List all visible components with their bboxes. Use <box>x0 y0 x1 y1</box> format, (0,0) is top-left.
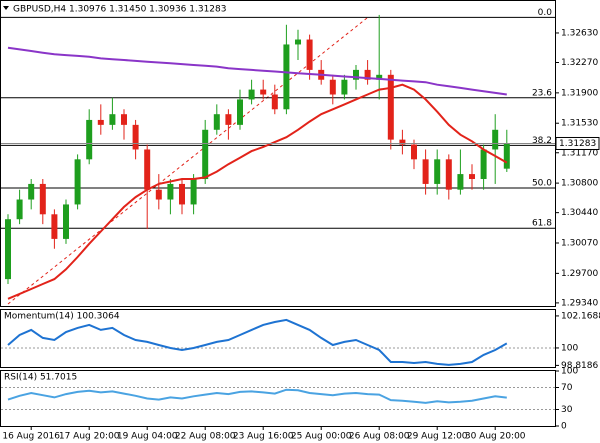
candle-body <box>295 39 301 45</box>
y-tick-label: 1.32270 <box>561 58 598 68</box>
candle-body <box>376 74 383 80</box>
candle-body <box>399 139 406 145</box>
candle-body <box>86 119 93 160</box>
x-tick-label: 17 Aug 20:00 <box>59 432 120 442</box>
candle-body <box>480 149 487 180</box>
candle-body <box>411 144 417 160</box>
candle-body <box>155 189 162 200</box>
y-tick-label: 98.8186 <box>561 361 598 371</box>
candle-body <box>306 39 313 70</box>
y-tick-label: 0 <box>561 422 567 432</box>
candle-body <box>329 79 336 95</box>
candle-body <box>39 183 46 215</box>
y-tick-label: 102.1688 <box>561 311 600 321</box>
candle-body <box>457 174 464 190</box>
y-tick-label: 30 <box>561 405 573 415</box>
y-tick-label: 1.31170 <box>561 148 598 158</box>
menu-arrow <box>3 6 9 10</box>
candle-body <box>422 159 429 184</box>
candle-body <box>179 183 185 205</box>
moving-average <box>7 83 508 300</box>
trendline <box>7 17 368 305</box>
fib-label: 0.0 <box>538 8 553 18</box>
candle-body <box>364 69 371 80</box>
x-tick-label: 23 Aug 16:00 <box>233 432 294 442</box>
candle-body <box>63 204 69 239</box>
fib-label: 50.0 <box>532 179 552 189</box>
y-tick-label: 100 <box>561 343 578 353</box>
candle-body <box>445 159 452 190</box>
candle-body <box>28 183 35 200</box>
candle-body <box>132 124 139 150</box>
main-frame <box>0 0 556 307</box>
momentum-frame <box>0 309 556 368</box>
candle-body <box>74 159 81 205</box>
indicator-line <box>7 318 508 366</box>
y-tick-label: 1.29340 <box>561 298 598 308</box>
candle-body <box>167 183 174 200</box>
x-tick-label: 29 Aug 12:00 <box>407 432 468 442</box>
candle-body <box>271 94 278 110</box>
fib-label: 61.8 <box>532 219 552 229</box>
y-tick-label: 100 <box>561 367 578 377</box>
fib-label: 38.2 <box>532 136 552 146</box>
candle-body <box>213 114 220 130</box>
candle-body <box>51 214 58 239</box>
indicator-line <box>7 388 507 404</box>
x-tick-label: 25 Aug 00:00 <box>291 432 352 442</box>
candle-body <box>341 79 348 95</box>
candle-body <box>5 219 11 280</box>
candle-body <box>121 114 127 125</box>
candle-body <box>144 149 151 190</box>
candle-body <box>469 174 475 180</box>
y-tick-label: 1.30800 <box>561 179 598 189</box>
candle-body <box>434 159 441 184</box>
panel-title: RSI(14) 51.7015 <box>4 373 77 383</box>
current-price-label: 1.31283 <box>559 139 596 149</box>
y-tick-label: 1.29700 <box>561 269 598 279</box>
y-tick-label: 70 <box>561 383 573 393</box>
chart-title: GBPUSD,H4 1.30976 1.31450 1.30936 1.3128… <box>13 5 226 15</box>
y-tick-label: 1.31900 <box>561 88 598 98</box>
candle-body <box>492 129 499 150</box>
panel-title: Momentum(14) 100.3064 <box>4 312 120 322</box>
y-tick-label: 1.30440 <box>561 208 598 218</box>
fib-label: 23.6 <box>532 88 552 98</box>
candle-body <box>97 119 104 125</box>
candle-body <box>248 89 255 100</box>
candle-body <box>503 143 510 169</box>
y-tick-label: 1.31530 <box>561 119 598 129</box>
candle-body <box>260 89 267 95</box>
y-tick-label: 1.30070 <box>561 239 598 249</box>
moving-average <box>7 46 507 96</box>
candle-body <box>225 114 232 125</box>
x-tick-label: 16 Aug 2016 <box>2 432 60 442</box>
candle-body <box>16 199 23 220</box>
x-tick-label: 26 Aug 08:00 <box>349 432 410 442</box>
candle-body <box>237 99 243 125</box>
candle-body <box>190 179 197 205</box>
candle-body <box>387 74 394 140</box>
x-tick-label: 22 Aug 08:00 <box>175 432 236 442</box>
candle-body <box>283 44 290 110</box>
current-price-box <box>555 136 600 150</box>
x-tick-label: 19 Aug 04:00 <box>117 432 178 442</box>
y-tick-label: 1.32630 <box>561 28 598 38</box>
x-tick-label: 30 Aug 20:00 <box>465 432 526 442</box>
candle-body <box>109 114 116 125</box>
rsi-frame <box>0 370 556 427</box>
candle-body <box>353 69 359 80</box>
candle-body <box>202 129 209 180</box>
